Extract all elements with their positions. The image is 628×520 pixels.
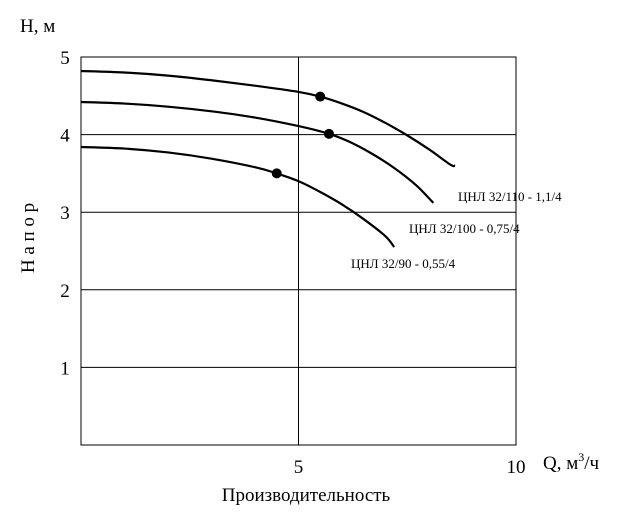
x-axis-title: Производительность [222,485,391,506]
curve-series-3 [80,145,396,248]
marker-series-3 [271,168,282,179]
y-axis-title: Н а п о р [18,203,39,273]
series-label-3: ЦНЛ 32/90 - 0,55/4 [351,256,456,271]
operating-point-markers [271,91,334,179]
curve-series-1 [80,69,456,168]
x-tick-label-10: 10 [507,457,526,478]
series-label-1: ЦНЛ 32/110 - 1,1/4 [458,189,562,204]
y-tick-label-1: 1 [60,358,70,379]
series-label-2: ЦНЛ 32/100 - 0,75/4 [409,221,520,236]
y-tick-label-3: 3 [60,203,70,224]
series-labels: ЦНЛ 32/110 - 1,1/4 ЦНЛ 32/100 - 0,75/4 ЦНЛ… [351,189,562,271]
x-axis-unit: Q, м3/ч [543,450,600,474]
tick-labels: 5 10 1 2 3 4 5 [60,48,525,478]
curve-series-2 [80,100,435,204]
pump-curves [80,69,456,248]
grid-lines [81,57,516,445]
plot-area-frame [80,56,517,446]
x-axis-unit-superscript: 3 [578,450,584,464]
marker-series-2 [323,128,334,139]
y-tick-label-4: 4 [60,126,70,147]
y-axis-unit: Н, м [20,16,55,37]
y-tick-label-2: 2 [60,281,70,302]
marker-series-1 [315,91,326,102]
x-axis-unit-tail: /ч [584,453,599,474]
x-tick-label-5: 5 [294,457,304,478]
y-tick-label-5: 5 [60,48,70,69]
